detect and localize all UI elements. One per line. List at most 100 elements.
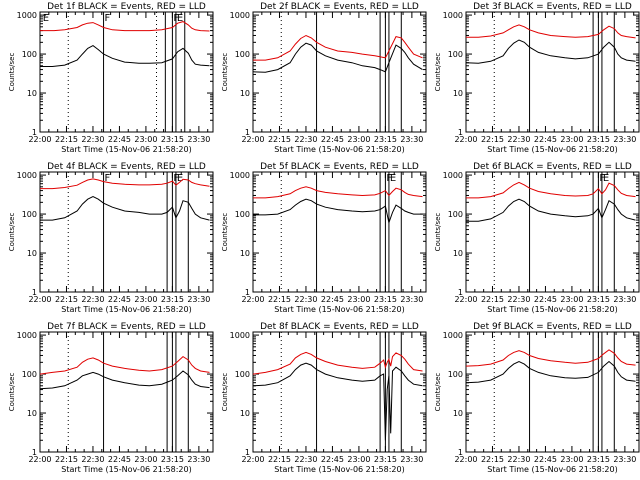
x-tick-label: 22:30 — [81, 455, 104, 464]
y-tick-label: 1 — [32, 128, 37, 137]
x-tick-label: 23:30 — [187, 455, 210, 464]
x-tick-label: 22:15 — [55, 135, 78, 144]
flag-label-f: F — [105, 13, 111, 24]
y-tick-label: 1000 — [17, 11, 37, 20]
y-tick-label: 100 — [22, 370, 37, 379]
y-axis-label: Counts/sec — [221, 53, 229, 92]
events-series-line — [253, 198, 423, 225]
lld-series-line — [40, 178, 210, 190]
x-tick-label: 22:15 — [268, 295, 291, 304]
x-axis-label: Start Time (15-Nov-06 21:58:20) — [487, 145, 617, 154]
x-tick-label: 22:30 — [81, 295, 104, 304]
x-tick-label: 23:15 — [374, 135, 397, 144]
flag-label-e: E — [43, 13, 49, 24]
y-tick-label: 1 — [32, 448, 37, 457]
x-tick-label: 23:00 — [134, 135, 157, 144]
panel-2: Det 2f BLACK = Events, RED = LLD 1 10 100 10… — [221, 2, 427, 154]
x-axis-label: Start Time (15-Nov-06 21:58:20) — [487, 465, 617, 474]
x-tick-label: 23:30 — [400, 455, 423, 464]
x-tick-label: 23:00 — [347, 295, 370, 304]
x-axis-label: Start Time (15-Nov-06 21:58:20) — [274, 305, 404, 314]
x-tick-label: 22:45 — [534, 295, 557, 304]
x-tick-label: 22:15 — [481, 135, 504, 144]
panel-title: Det 4f BLACK = Events, RED = LLD — [47, 162, 206, 172]
y-tick-label: 1 — [458, 128, 463, 137]
y-tick-label: 1 — [458, 448, 463, 457]
x-tick-label: 23:15 — [161, 135, 184, 144]
x-tick-label: 22:30 — [507, 135, 530, 144]
y-tick-label: 1000 — [230, 331, 250, 340]
y-tick-label: 100 — [235, 50, 250, 59]
x-axis-label: Start Time (15-Nov-06 21:58:20) — [274, 145, 404, 154]
x-tick-label: 22:00 — [454, 295, 477, 304]
events-series-line — [40, 45, 210, 67]
events-series-line — [466, 198, 636, 222]
x-tick-label: 22:00 — [454, 455, 477, 464]
flag-label-f: F — [386, 173, 392, 184]
x-tick-label: 23:30 — [187, 135, 210, 144]
x-tick-label: 23:15 — [374, 455, 397, 464]
x-tick-label: 22:30 — [81, 135, 104, 144]
x-tick-label: 22:30 — [507, 455, 530, 464]
y-axis-label: Counts/sec — [8, 213, 16, 252]
x-tick-label: 22:00 — [28, 455, 51, 464]
y-tick-label: 10 — [27, 89, 37, 98]
x-tick-label: 22:45 — [108, 455, 131, 464]
y-tick-label: 1 — [245, 288, 250, 297]
x-tick-label: 22:15 — [481, 455, 504, 464]
plot-frame — [39, 331, 214, 453]
y-tick-label: 100 — [22, 210, 37, 219]
y-tick-label: 1 — [245, 448, 250, 457]
y-axis-label: Counts/sec — [434, 213, 442, 252]
x-tick-label: 22:15 — [55, 455, 78, 464]
y-tick-label: 10 — [27, 249, 37, 258]
y-tick-label: 100 — [448, 210, 463, 219]
x-tick-label: 22:30 — [507, 295, 530, 304]
panel-8: Det 8f BLACK = Events, RED = LLD 1 10 100 10… — [221, 322, 427, 474]
panel-title: Det 9f BLACK = Events, RED = LLD — [473, 322, 632, 332]
plot-frame — [465, 331, 640, 453]
x-axis-label: Start Time (15-Nov-06 21:58:20) — [487, 305, 617, 314]
y-tick-label: 10 — [240, 89, 250, 98]
y-tick-label: 100 — [448, 370, 463, 379]
y-tick-label: 10 — [453, 249, 463, 258]
y-tick-label: 1000 — [17, 331, 37, 340]
x-tick-label: 23:30 — [613, 455, 636, 464]
x-tick-label: 22:00 — [241, 135, 264, 144]
events-series-line — [39, 370, 210, 390]
x-tick-label: 22:45 — [534, 455, 557, 464]
panel-title: Det 5f BLACK = Events, RED = LLD — [260, 162, 419, 172]
x-tick-label: 23:30 — [400, 295, 423, 304]
panel-title: Det 3f BLACK = Events, RED = LLD — [473, 2, 632, 12]
lld-series-line — [252, 351, 423, 375]
flag-label-e: E — [177, 173, 183, 184]
x-axis-label: Start Time (15-Nov-06 21:58:20) — [274, 465, 404, 474]
x-tick-label: 23:00 — [134, 295, 157, 304]
y-tick-label: 1000 — [17, 171, 37, 180]
x-tick-label: 22:30 — [294, 455, 317, 464]
flag-label-f: F — [599, 173, 605, 184]
plot-frame — [39, 11, 214, 133]
y-tick-label: 100 — [235, 210, 250, 219]
x-tick-label: 23:15 — [587, 135, 610, 144]
events-series-line — [252, 42, 423, 73]
x-tick-label: 22:45 — [108, 135, 131, 144]
lld-series-line — [465, 349, 636, 367]
y-tick-label: 10 — [240, 249, 250, 258]
x-tick-label: 23:15 — [161, 295, 184, 304]
y-axis-label: Counts/sec — [434, 373, 442, 412]
flag-label-e: E — [390, 173, 396, 184]
x-tick-label: 22:00 — [454, 135, 477, 144]
plot-frame — [465, 171, 640, 293]
plot-frame — [252, 331, 427, 453]
lld-series-line — [466, 181, 636, 199]
x-tick-label: 22:00 — [241, 295, 264, 304]
events-series-line — [40, 196, 210, 221]
y-tick-label: 1000 — [443, 11, 463, 20]
x-axis-label: Start Time (15-Nov-06 21:58:20) — [61, 145, 191, 154]
panel-title: Det 1f BLACK = Events, RED = LLD — [47, 2, 206, 12]
panel-title: Det 8f BLACK = Events, RED = LLD — [260, 322, 419, 332]
